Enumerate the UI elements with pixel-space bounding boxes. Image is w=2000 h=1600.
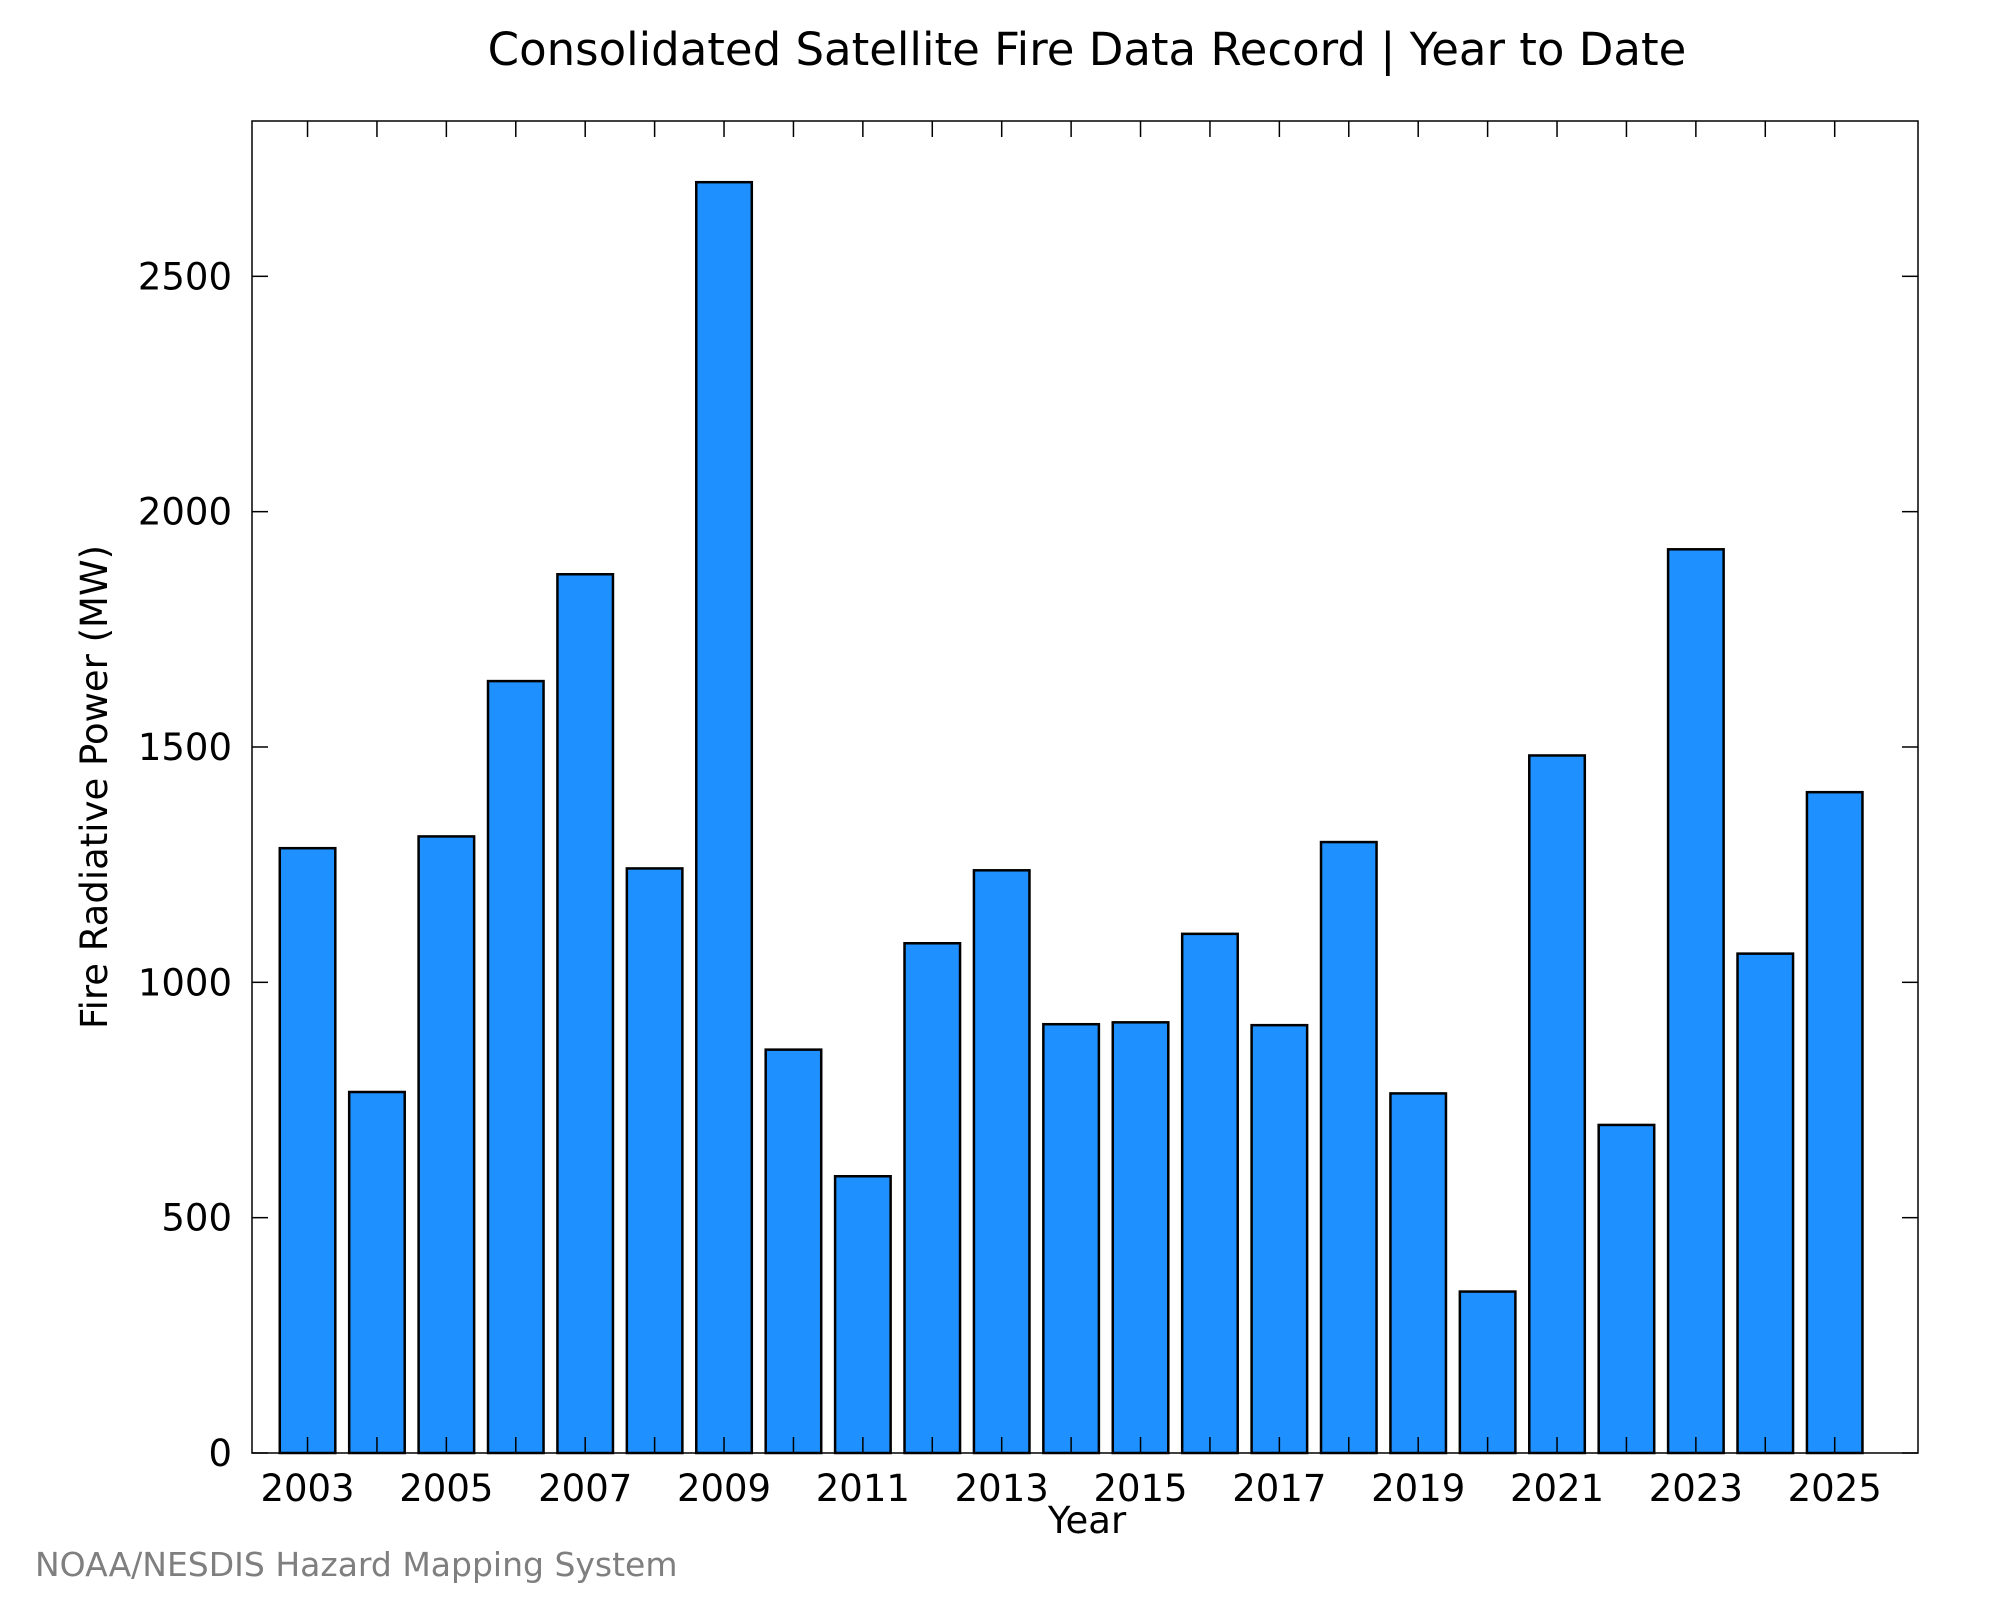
bar-2013: [972, 869, 1031, 1455]
x-tick-label: 2023: [1649, 1467, 1743, 1510]
y-axis-ticks: 0 500 1000 1500 2000 2500: [138, 255, 1918, 1475]
bar-2006: [486, 679, 545, 1455]
y-tick-label: 2000: [138, 491, 232, 534]
x-tick-label: 2017: [1232, 1467, 1326, 1510]
bar-2011: [833, 1174, 892, 1455]
y-tick-label: 1000: [138, 961, 232, 1004]
bar-2025: [1805, 790, 1864, 1455]
bar-2022: [1597, 1123, 1656, 1455]
bar-2016: [1180, 932, 1239, 1455]
bar-2020: [1458, 1290, 1517, 1455]
bar-2015: [1111, 1021, 1170, 1455]
bar-2008: [625, 867, 684, 1455]
bar-2010: [764, 1048, 823, 1455]
bar-2014: [1042, 1022, 1101, 1455]
y-axis-label: Fire Radiative Power (MW): [73, 545, 116, 1029]
bar-2018: [1319, 840, 1378, 1455]
x-tick-label: 2021: [1510, 1467, 1604, 1510]
bar-2009: [695, 180, 754, 1455]
source-credit: NOAA/NESDIS Hazard Mapping System: [35, 1545, 678, 1584]
y-tick-label: 500: [161, 1197, 232, 1240]
x-axis-label: Year: [1047, 1499, 1127, 1542]
bar-2021: [1528, 754, 1587, 1455]
x-tick-label: 2009: [677, 1467, 771, 1510]
x-tick-label: 2005: [399, 1467, 493, 1510]
bar-2012: [903, 942, 962, 1455]
bar-2003: [278, 846, 337, 1455]
bar-2007: [556, 573, 615, 1455]
y-tick-label: 2500: [138, 255, 232, 298]
x-tick-label: 2025: [1788, 1467, 1882, 1510]
bar-2024: [1736, 952, 1795, 1455]
bar-2017: [1250, 1023, 1309, 1455]
x-tick-label: 2015: [1093, 1467, 1187, 1510]
chart-title: Consolidated Satellite Fire Data Record …: [488, 23, 1687, 76]
x-tick-label: 2007: [538, 1467, 632, 1510]
plot-frame: [251, 120, 1919, 1454]
y-tick-label: 1500: [138, 726, 232, 769]
bar-2019: [1389, 1092, 1448, 1455]
bar-2005: [417, 835, 476, 1455]
x-tick-label: 2003: [260, 1467, 354, 1510]
bars-group: [278, 180, 1864, 1455]
x-tick-label: 2019: [1371, 1467, 1465, 1510]
x-tick-label: 2011: [816, 1467, 910, 1510]
y-tick-label: 0: [208, 1432, 232, 1475]
bar-2004: [347, 1090, 406, 1455]
bar-2023: [1666, 548, 1725, 1455]
x-tick-label: 2013: [955, 1467, 1049, 1510]
x-axis-ticks: 2003 2005 2007 2009 2011 2013 2015 2017 2019 2021…: [260, 121, 1882, 1510]
